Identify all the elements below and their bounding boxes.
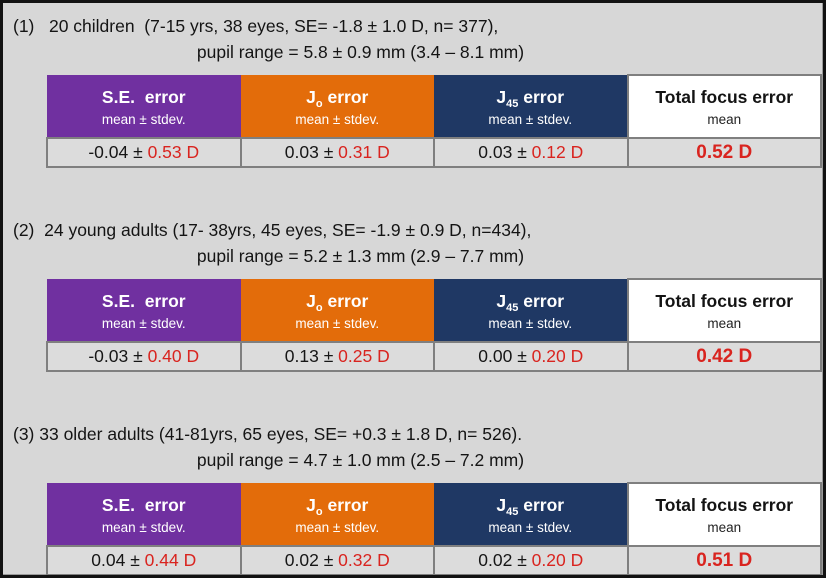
column-label: J45 error (496, 290, 565, 314)
total-focus-error-value: 0.52 D (626, 137, 822, 168)
column-sublabel: mean (707, 520, 742, 535)
column-header-j0-error: Jo error mean ± stdev. (240, 279, 434, 342)
heading-line-2: pupil range = 5.2 ± 1.3 mm (2.9 – 7.7 mm… (196, 246, 525, 266)
column-sublabel: mean ± stdev. (101, 519, 186, 535)
j45-error-value: 0.02 ± 0.20 D (433, 545, 629, 575)
column-sublabel: mean ± stdev. (101, 111, 186, 127)
table-header-row: S.E. error mean ± stdev. Jo error mean ±… (47, 278, 822, 343)
column-sublabel: mean ± stdev. (488, 111, 573, 127)
j0-error-value: 0.02 ± 0.32 D (239, 545, 435, 575)
column-label: S.E. error (101, 494, 186, 515)
j0-error-value: 0.03 ± 0.31 D (239, 137, 435, 168)
error-table-young-adults: S.E. error mean ± stdev. Jo error mean ±… (46, 278, 822, 372)
total-focus-error-value: 0.42 D (626, 341, 822, 372)
column-sublabel: mean ± stdev. (295, 111, 380, 127)
table-header-row: S.E. error mean ± stdev. Jo error mean ±… (47, 74, 822, 139)
column-label: Jo error (306, 86, 369, 110)
column-label: Jo error (306, 290, 369, 314)
column-header-j0-error: Jo error mean ± stdev. (240, 75, 434, 138)
column-header-se-error: S.E. error mean ± stdev. (47, 483, 241, 546)
j45-error-value: 0.03 ± 0.12 D (433, 137, 629, 168)
table-data-row: 0.04 ± 0.44 D 0.02 ± 0.32 D 0.02 ± 0.20 … (46, 545, 822, 575)
column-header-j45-error: J45 error mean ± stdev. (434, 483, 628, 546)
column-sublabel: mean ± stdev. (488, 315, 573, 331)
column-label: Total focus error (655, 87, 794, 107)
column-header-total-focus-error: Total focus error mean (626, 482, 822, 547)
column-label: Total focus error (655, 291, 794, 311)
column-header-total-focus-error: Total focus error mean (626, 74, 822, 139)
column-sublabel: mean ± stdev. (295, 519, 380, 535)
column-header-total-focus-error: Total focus error mean (626, 278, 822, 343)
se-error-value: -0.03 ± 0.40 D (46, 341, 242, 372)
section-heading: (1) 20 children (7-15 yrs, 38 eyes, SE= … (13, 13, 823, 65)
column-sublabel: mean (707, 316, 742, 331)
heading-line-1: (1) 20 children (7-15 yrs, 38 eyes, SE= … (13, 16, 499, 36)
table-header-row: S.E. error mean ± stdev. Jo error mean ±… (47, 482, 822, 547)
j0-error-value: 0.13 ± 0.25 D (239, 341, 435, 372)
section-heading: (3) 33 older adults (41-81yrs, 65 eyes, … (13, 421, 823, 473)
error-table-older-adults: S.E. error mean ± stdev. Jo error mean ±… (46, 482, 822, 575)
table-data-row: -0.03 ± 0.40 D 0.13 ± 0.25 D 0.00 ± 0.20… (46, 341, 822, 372)
column-label: Jo error (306, 494, 369, 518)
column-header-j45-error: J45 error mean ± stdev. (434, 279, 628, 342)
heading-line-2: pupil range = 4.7 ± 1.0 mm (2.5 – 7.2 mm… (196, 450, 525, 470)
column-sublabel: mean ± stdev. (295, 315, 380, 331)
column-header-j0-error: Jo error mean ± stdev. (240, 483, 434, 546)
se-error-value: -0.04 ± 0.53 D (46, 137, 242, 168)
section-heading: (2) 24 young adults (17- 38yrs, 45 eyes,… (13, 217, 823, 269)
section-young-adults: (2) 24 young adults (17- 38yrs, 45 eyes,… (3, 217, 823, 372)
section-children: (1) 20 children (7-15 yrs, 38 eyes, SE= … (3, 13, 823, 168)
heading-line-1: (3) 33 older adults (41-81yrs, 65 eyes, … (13, 424, 523, 444)
column-label: S.E. error (101, 86, 186, 107)
se-error-value: 0.04 ± 0.44 D (46, 545, 242, 575)
section-older-adults: (3) 33 older adults (41-81yrs, 65 eyes, … (3, 421, 823, 575)
column-sublabel: mean ± stdev. (101, 315, 186, 331)
heading-line-2: pupil range = 5.8 ± 0.9 mm (3.4 – 8.1 mm… (196, 42, 525, 62)
column-sublabel: mean (707, 112, 742, 127)
column-header-j45-error: J45 error mean ± stdev. (434, 75, 628, 138)
total-focus-error-value: 0.51 D (626, 545, 822, 575)
column-label: J45 error (496, 494, 565, 518)
heading-line-1: (2) 24 young adults (17- 38yrs, 45 eyes,… (13, 220, 532, 240)
column-label: Total focus error (655, 495, 794, 515)
error-table-children: S.E. error mean ± stdev. Jo error mean ±… (46, 74, 822, 168)
j45-error-value: 0.00 ± 0.20 D (433, 341, 629, 372)
table-data-row: -0.04 ± 0.53 D 0.03 ± 0.31 D 0.03 ± 0.12… (46, 137, 822, 168)
column-label: J45 error (496, 86, 565, 110)
column-sublabel: mean ± stdev. (488, 519, 573, 535)
column-header-se-error: S.E. error mean ± stdev. (47, 279, 241, 342)
column-header-se-error: S.E. error mean ± stdev. (47, 75, 241, 138)
column-label: S.E. error (101, 290, 186, 311)
